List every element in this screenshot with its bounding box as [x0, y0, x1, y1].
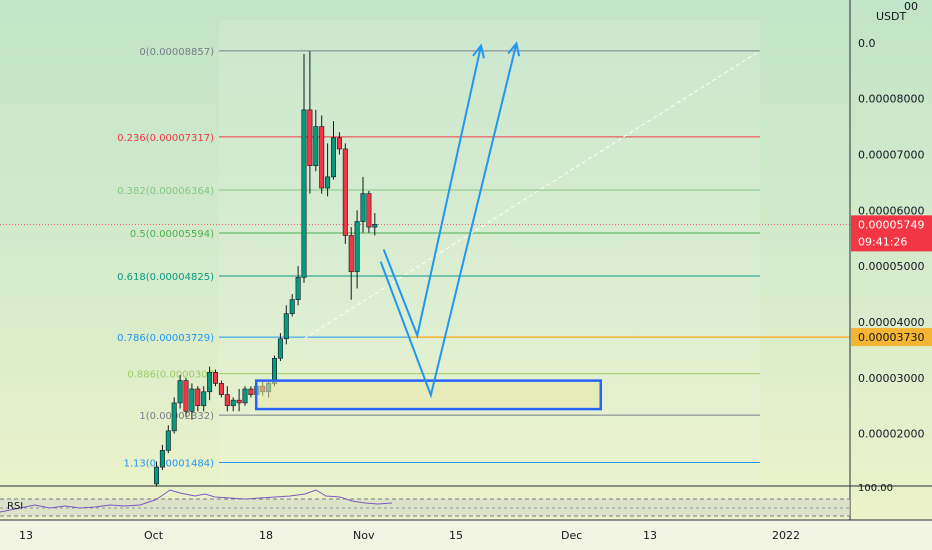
projection-arrow — [379, 43, 518, 399]
candle-body — [277, 338, 283, 359]
candle-body — [213, 371, 219, 384]
candle-body — [354, 221, 360, 273]
fib-level-label: 0.786(0.00003729) — [117, 333, 214, 344]
rsi-label: RSI — [7, 501, 23, 512]
price-tick-label: 0.00007000 — [858, 149, 924, 162]
fib-level-label: 0.886(0.0000307 — [127, 370, 214, 381]
time-tick-label: 13 — [19, 529, 33, 542]
candle-body — [224, 394, 230, 407]
price-tick-label: 0.0 — [858, 37, 876, 50]
time-tick-label: Nov — [353, 529, 375, 542]
candle-body — [201, 391, 207, 407]
candle-body — [372, 224, 378, 228]
candle-body — [319, 126, 325, 189]
fib-level-label: 1.13(0.00001484) — [123, 458, 214, 469]
candle-body — [313, 126, 319, 166]
price-tick-label: 0.00008000 — [858, 93, 924, 106]
fib-level-label: 0.618(0.00004825) — [117, 272, 214, 283]
price-tick-label: 0.00003000 — [858, 372, 924, 385]
time-tick-label: Oct — [144, 529, 164, 542]
rsi-pane: RSI 100.00 — [0, 483, 932, 517]
candle-body — [295, 277, 301, 300]
candle-body — [336, 137, 342, 150]
candle-body — [366, 193, 372, 228]
fib-level-label: 0.382(0.00006364) — [117, 186, 214, 197]
candle-body — [159, 450, 165, 468]
fib-level-label: 1(0.00002332) — [139, 411, 214, 422]
candle-body — [307, 109, 313, 166]
projection-arrow — [382, 45, 482, 339]
price-axis-tick-top-right: 00 — [904, 0, 918, 13]
fib-level-label: 0.236(0.00007317) — [117, 133, 214, 144]
projection-arrow-head — [472, 43, 485, 59]
candle-body — [195, 388, 201, 407]
candle-body — [189, 388, 195, 412]
candle-body — [348, 235, 354, 273]
level-value: 0.00003730 — [858, 331, 924, 344]
candle-body — [218, 383, 224, 395]
price-tick-label: 0.00006000 — [858, 204, 924, 217]
candle-body — [236, 399, 242, 404]
rsi-line — [0, 489, 393, 513]
candle-body — [325, 176, 331, 189]
candle-body — [248, 388, 254, 395]
candle-body — [171, 402, 177, 432]
time-tick-label: 13 — [643, 529, 657, 542]
rsi-band — [0, 499, 850, 516]
time-axis: 13 Oct 18 Nov 15 Dec 13 2022 — [0, 519, 932, 550]
candle-body — [177, 380, 183, 404]
time-tick-label: 18 — [259, 529, 273, 542]
candle-body — [207, 371, 213, 393]
support-zone-box — [254, 379, 603, 411]
price-tick-label: 0.00005000 — [858, 260, 924, 273]
candle-body — [283, 313, 289, 340]
candle-body — [342, 148, 348, 236]
candle-body — [301, 109, 307, 278]
time-tick-label: 2022 — [772, 529, 800, 542]
level-badge — [851, 328, 932, 347]
candle-body — [242, 388, 248, 404]
drawings — [254, 41, 603, 411]
projection-arrow-head — [507, 41, 521, 57]
time-axis-background — [0, 520, 932, 550]
rsi-level-label: 100.00 — [858, 483, 893, 494]
currency-label: USDT — [876, 10, 907, 23]
fib-level-label: 0.5(0.00005594) — [130, 229, 214, 240]
current-price-value: 0.00005749 — [858, 218, 924, 231]
price-tick-label: 0.00002000 — [858, 428, 924, 441]
candle-body — [183, 380, 189, 412]
fib-retracement: 0(0.00008857) 0.236(0.00007317) 0.382(0.00… — [0, 47, 850, 469]
bar-countdown: 09:41:26 — [858, 235, 907, 248]
fib-trend-line — [303, 50, 761, 340]
candle-body — [360, 193, 366, 222]
candle-body — [230, 399, 236, 407]
candle-body — [165, 430, 171, 451]
time-tick-label: Dec — [561, 529, 582, 542]
candle-body — [154, 466, 160, 485]
time-tick-label: 15 — [449, 529, 463, 542]
price-axis: 0.00002000 0.00003000 0.00004000 0.00005000… — [849, 0, 932, 520]
fib-level-label: 0(0.00008857) — [139, 47, 214, 58]
current-price-badge — [851, 215, 932, 252]
candle-body — [289, 299, 295, 314]
axis-labels: USDT 00 — [876, 0, 918, 23]
price-tick-label: 0.00004000 — [858, 316, 924, 329]
candle-body — [330, 137, 336, 178]
